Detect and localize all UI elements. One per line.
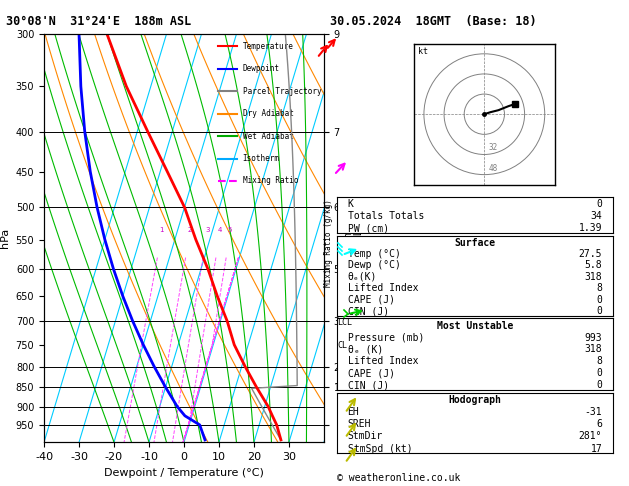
Text: Temp (°C): Temp (°C) xyxy=(348,249,401,259)
Text: PW (cm): PW (cm) xyxy=(348,224,389,233)
Text: 3: 3 xyxy=(205,227,209,233)
Text: 6: 6 xyxy=(596,419,602,429)
Text: 2: 2 xyxy=(187,227,192,233)
Text: 1: 1 xyxy=(160,227,164,233)
Text: θₑ (K): θₑ (K) xyxy=(348,345,383,354)
Text: 8: 8 xyxy=(596,283,602,294)
Y-axis label: km
ASL: km ASL xyxy=(343,229,364,247)
Text: StmSpd (kt): StmSpd (kt) xyxy=(348,444,412,453)
Text: 48: 48 xyxy=(488,164,498,173)
Text: Pressure (mb): Pressure (mb) xyxy=(348,332,424,343)
Text: Surface: Surface xyxy=(454,238,496,247)
Text: CAPE (J): CAPE (J) xyxy=(348,295,394,305)
Text: 318: 318 xyxy=(584,345,602,354)
Text: 0: 0 xyxy=(596,295,602,305)
Text: 4: 4 xyxy=(218,227,222,233)
Text: CIN (J): CIN (J) xyxy=(348,306,389,316)
Text: 34: 34 xyxy=(591,211,602,221)
Text: 27.5: 27.5 xyxy=(579,249,602,259)
Text: Most Unstable: Most Unstable xyxy=(437,321,513,330)
Text: Lifted Index: Lifted Index xyxy=(348,357,418,366)
Text: 0: 0 xyxy=(596,368,602,379)
Text: 1.39: 1.39 xyxy=(579,224,602,233)
Text: Dewpoint: Dewpoint xyxy=(243,64,280,73)
Text: EH: EH xyxy=(348,407,359,417)
Text: Dry Adiabat: Dry Adiabat xyxy=(243,109,294,118)
Text: SREH: SREH xyxy=(348,419,371,429)
Text: 17: 17 xyxy=(591,444,602,453)
Text: Totals Totals: Totals Totals xyxy=(348,211,424,221)
Text: 5.8: 5.8 xyxy=(584,260,602,271)
Text: Mixing Ratio: Mixing Ratio xyxy=(243,176,298,186)
Text: 318: 318 xyxy=(584,272,602,282)
Text: CL: CL xyxy=(337,341,347,350)
Text: 993: 993 xyxy=(584,332,602,343)
Y-axis label: hPa: hPa xyxy=(0,228,10,248)
Text: 0: 0 xyxy=(596,306,602,316)
Text: © weatheronline.co.uk: © weatheronline.co.uk xyxy=(337,473,460,483)
Text: -31: -31 xyxy=(584,407,602,417)
Text: 8: 8 xyxy=(596,357,602,366)
Text: 32: 32 xyxy=(488,143,498,153)
Text: Wet Adiabat: Wet Adiabat xyxy=(243,132,294,140)
Text: 0: 0 xyxy=(596,381,602,390)
Text: Mixing Ratio (g/kg): Mixing Ratio (g/kg) xyxy=(324,199,333,287)
Text: 5: 5 xyxy=(228,227,232,233)
Text: 0: 0 xyxy=(596,199,602,209)
Text: 30.05.2024  18GMT  (Base: 18): 30.05.2024 18GMT (Base: 18) xyxy=(330,15,537,28)
Text: StmDir: StmDir xyxy=(348,432,383,441)
Text: Parcel Trajectory: Parcel Trajectory xyxy=(243,87,321,96)
X-axis label: Dewpoint / Temperature (°C): Dewpoint / Temperature (°C) xyxy=(104,468,264,478)
Text: CIN (J): CIN (J) xyxy=(348,381,389,390)
Text: 281°: 281° xyxy=(579,432,602,441)
Text: 30°08'N  31°24'E  188m ASL: 30°08'N 31°24'E 188m ASL xyxy=(6,15,192,28)
Text: LCL: LCL xyxy=(337,318,352,327)
Text: Dewp (°C): Dewp (°C) xyxy=(348,260,401,271)
Text: Temperature: Temperature xyxy=(243,42,294,51)
Text: CAPE (J): CAPE (J) xyxy=(348,368,394,379)
Text: θₑ(K): θₑ(K) xyxy=(348,272,377,282)
Text: Hodograph: Hodograph xyxy=(448,395,501,405)
Text: K: K xyxy=(348,199,353,209)
Text: kt: kt xyxy=(418,47,428,56)
Text: Isotherm: Isotherm xyxy=(243,154,280,163)
Text: Lifted Index: Lifted Index xyxy=(348,283,418,294)
